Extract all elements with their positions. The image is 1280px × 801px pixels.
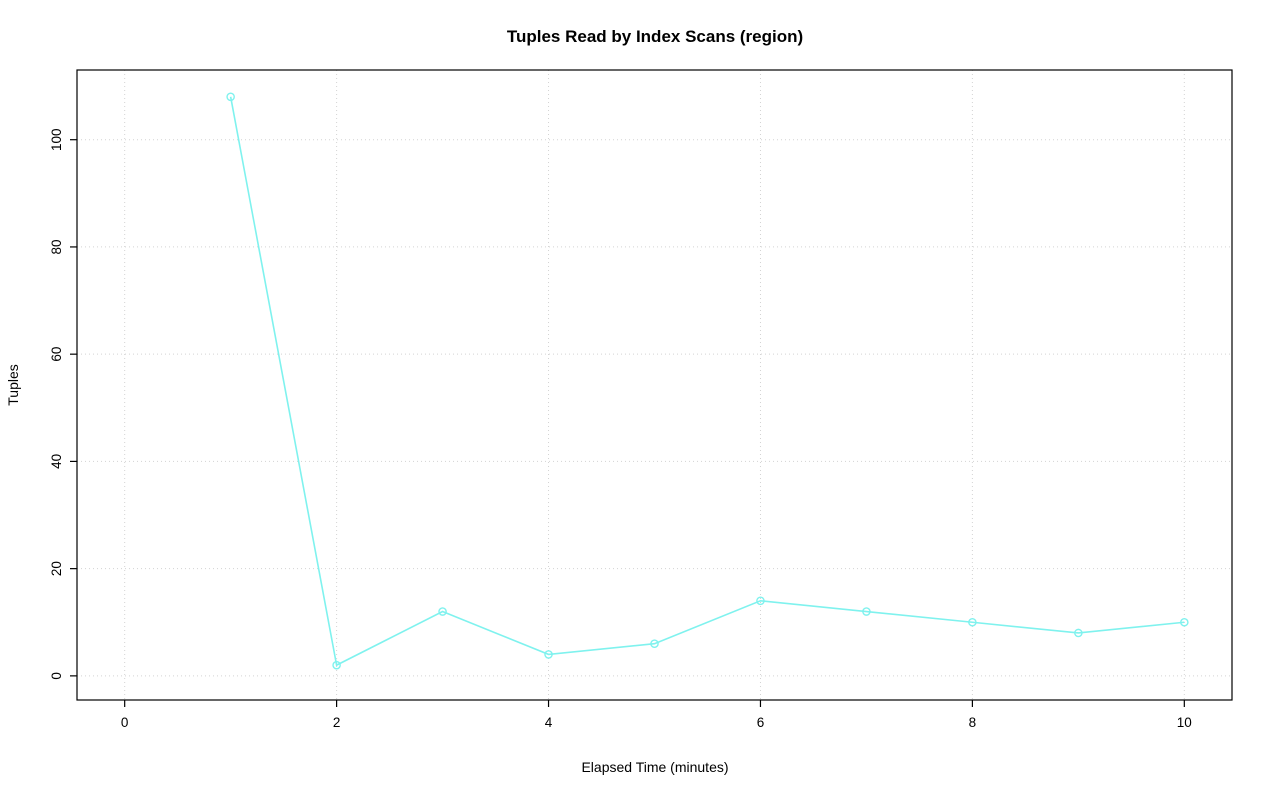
y-tick-label: 0 [49, 672, 64, 680]
data-point [332, 660, 341, 670]
x-tick-label: 4 [545, 715, 553, 730]
data-point [862, 607, 871, 616]
y-tick-label: 100 [49, 128, 64, 151]
x-tick-label: 2 [333, 715, 341, 730]
y-axis-label: Tuples [5, 364, 21, 406]
x-tick-label: 6 [757, 715, 765, 730]
y-tick-label: 60 [49, 347, 64, 362]
y-tick-label: 80 [49, 239, 64, 254]
series-layer [226, 92, 1189, 670]
data-point [1074, 628, 1083, 638]
series-line [229, 96, 1185, 667]
data-point [968, 617, 977, 627]
x-tick-label: 8 [969, 715, 977, 730]
plot-frame [76, 69, 1233, 701]
x-axis-label: Elapsed Time (minutes) [581, 759, 728, 775]
data-point [544, 650, 553, 659]
data-point [756, 596, 765, 606]
data-point [650, 639, 659, 649]
chart-title: Tuples Read by Index Scans (region) [507, 27, 803, 46]
x-tick-label: 0 [121, 715, 129, 730]
data-point [1180, 617, 1189, 627]
y-tick-label: 20 [49, 561, 64, 576]
grid-layer [77, 70, 1232, 700]
x-tick-label: 10 [1177, 715, 1192, 730]
y-tick-label: 40 [49, 454, 64, 469]
data-point [438, 607, 447, 616]
data-point [226, 92, 235, 102]
